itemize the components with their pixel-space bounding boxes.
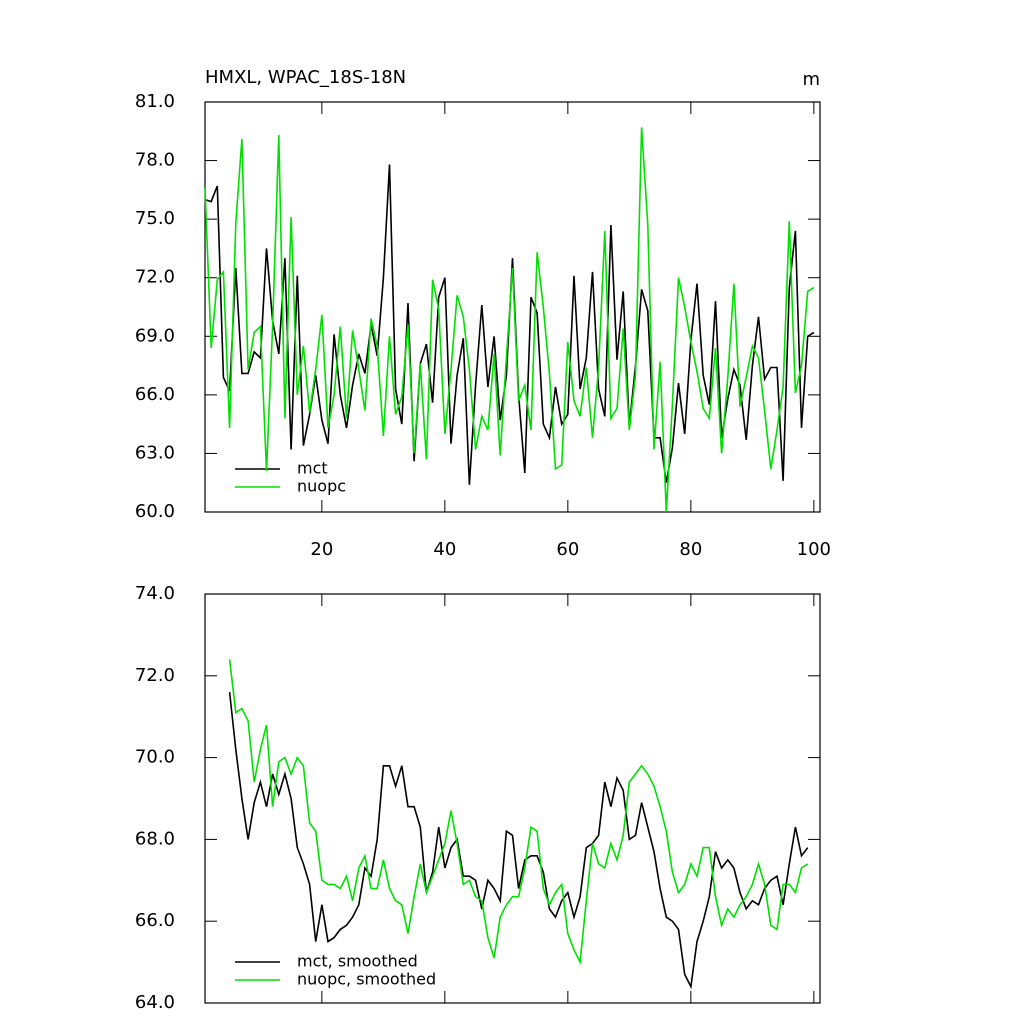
x-tick-label: 40 xyxy=(433,539,456,560)
x-tick-label: 20 xyxy=(310,539,333,560)
x-tick-label: 100 xyxy=(797,539,831,560)
units-label: m xyxy=(802,69,820,90)
plot-frame xyxy=(204,101,821,513)
chart-title: HMXL, WPAC_18S-18N xyxy=(205,67,406,88)
y-tick-label: 81.0 xyxy=(135,91,175,112)
y-tick-label: 72.0 xyxy=(135,665,175,686)
y-tick-label: 69.0 xyxy=(135,325,175,346)
y-tick-label: 72.0 xyxy=(135,267,175,288)
series-line xyxy=(228,692,809,990)
legend-label: mct, smoothed xyxy=(297,952,418,971)
y-tick-label: 70.0 xyxy=(135,747,175,768)
y-tick-label: 63.0 xyxy=(135,442,175,463)
y-tick-label: 78.0 xyxy=(135,150,175,171)
y-tick-label: 74.0 xyxy=(135,583,175,604)
series-line xyxy=(228,659,809,965)
series-line xyxy=(204,127,815,513)
x-tick-label: 60 xyxy=(556,539,579,560)
plot-frame xyxy=(204,593,821,1004)
x-tick-label: 80 xyxy=(679,539,702,560)
y-tick-label: 64.0 xyxy=(135,992,175,1013)
legend-label: mct xyxy=(297,459,328,478)
y-tick-label: 68.0 xyxy=(135,828,175,849)
y-tick-label: 60.0 xyxy=(135,501,175,522)
legend-label: nuopc xyxy=(297,477,346,496)
legend-label: nuopc, smoothed xyxy=(297,970,436,989)
y-tick-label: 75.0 xyxy=(135,208,175,229)
y-tick-label: 66.0 xyxy=(135,384,175,405)
y-tick-label: 66.0 xyxy=(135,910,175,931)
